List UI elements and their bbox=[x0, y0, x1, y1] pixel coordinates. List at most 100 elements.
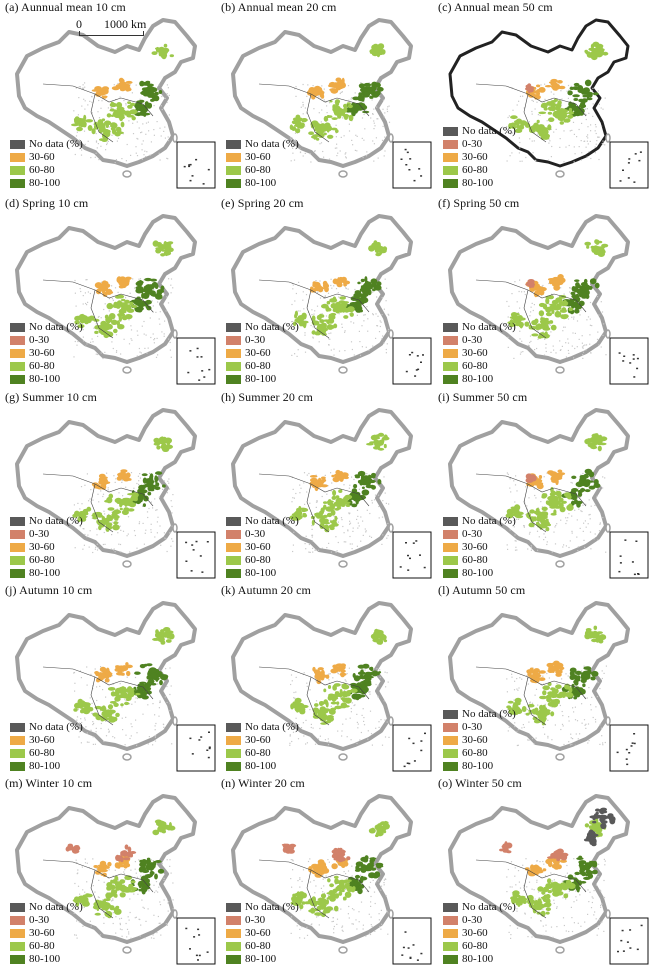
land-speckle bbox=[149, 736, 150, 737]
land-speckle bbox=[380, 320, 381, 321]
class-patch bbox=[94, 331, 98, 334]
land-speckle bbox=[525, 294, 526, 295]
legend-swatch bbox=[226, 736, 241, 745]
legend-item: 80-100 bbox=[226, 760, 299, 773]
land-speckle bbox=[522, 161, 523, 162]
class-patch bbox=[365, 682, 371, 686]
land-speckle bbox=[379, 727, 380, 728]
legend-item: No data (%) bbox=[443, 708, 516, 721]
land-speckle bbox=[304, 672, 305, 673]
land-speckle bbox=[311, 325, 312, 326]
class-patch bbox=[111, 320, 118, 325]
legend-swatch bbox=[443, 375, 458, 384]
land-speckle bbox=[307, 742, 308, 743]
land-speckle bbox=[551, 146, 552, 147]
land-speckle bbox=[581, 140, 582, 141]
land-speckle bbox=[131, 472, 132, 473]
land-speckle bbox=[566, 356, 567, 357]
land-speckle bbox=[164, 321, 165, 322]
land-speckle bbox=[157, 517, 158, 518]
inset-island bbox=[620, 555, 622, 557]
island bbox=[606, 717, 610, 725]
class-patch bbox=[365, 283, 372, 289]
land-speckle bbox=[74, 883, 75, 884]
class-patch bbox=[551, 100, 557, 103]
land-speckle bbox=[155, 729, 156, 730]
land-speckle bbox=[606, 666, 607, 667]
land-speckle bbox=[560, 90, 561, 91]
class-patch bbox=[571, 488, 578, 492]
land-speckle bbox=[555, 352, 556, 353]
land-speckle bbox=[171, 500, 172, 501]
class-patch bbox=[547, 124, 551, 130]
land-speckle bbox=[588, 316, 589, 317]
legend-item: 30-60 bbox=[10, 151, 83, 164]
land-speckle bbox=[73, 110, 74, 111]
land-speckle bbox=[305, 720, 306, 721]
island bbox=[389, 524, 393, 532]
land-speckle bbox=[547, 541, 548, 542]
land-speckle bbox=[104, 352, 105, 353]
land-speckle bbox=[531, 545, 532, 546]
class-patch bbox=[331, 128, 338, 131]
land-speckle bbox=[311, 535, 312, 536]
inset-island bbox=[404, 766, 406, 768]
land-speckle bbox=[151, 502, 152, 503]
land-speckle bbox=[318, 738, 319, 739]
inset-island bbox=[203, 183, 205, 185]
land-speckle bbox=[136, 85, 137, 86]
land-speckle bbox=[345, 719, 346, 720]
land-speckle bbox=[387, 106, 388, 107]
inset-island bbox=[203, 376, 205, 378]
class-patch bbox=[551, 513, 557, 516]
land-speckle bbox=[153, 885, 154, 886]
land-speckle bbox=[125, 735, 126, 736]
land-speckle bbox=[537, 550, 538, 551]
land-speckle bbox=[86, 536, 87, 537]
land-speckle bbox=[372, 292, 373, 293]
land-speckle bbox=[169, 694, 170, 695]
land-speckle bbox=[303, 735, 304, 736]
land-speckle bbox=[106, 473, 107, 474]
land-speckle bbox=[360, 516, 361, 517]
class-patch bbox=[593, 42, 600, 47]
class-patch bbox=[578, 492, 582, 497]
land-speckle bbox=[375, 495, 376, 496]
land-speckle bbox=[351, 711, 352, 712]
land-speckle bbox=[304, 332, 305, 333]
land-speckle bbox=[314, 310, 315, 311]
land-speckle bbox=[531, 550, 532, 551]
land-speckle bbox=[137, 335, 138, 336]
class-patch bbox=[320, 484, 328, 487]
land-speckle bbox=[157, 892, 158, 893]
class-patch bbox=[100, 91, 103, 96]
legend-swatch bbox=[10, 736, 25, 745]
land-speckle bbox=[602, 678, 603, 679]
land-speckle bbox=[340, 150, 341, 151]
land-speckle bbox=[103, 923, 104, 924]
legend-swatch bbox=[443, 179, 458, 188]
land-speckle bbox=[82, 867, 83, 868]
land-speckle bbox=[350, 543, 351, 544]
land-speckle bbox=[587, 697, 588, 698]
land-speckle bbox=[98, 143, 99, 144]
land-speckle bbox=[322, 313, 323, 314]
class-patch bbox=[539, 310, 544, 316]
scale-distance-label: 1000 km bbox=[104, 17, 146, 32]
land-speckle bbox=[342, 526, 343, 527]
land-speckle bbox=[313, 728, 314, 729]
class-patch bbox=[114, 876, 118, 881]
land-speckle bbox=[341, 517, 342, 518]
legend-label: 30-60 bbox=[29, 151, 55, 164]
land-speckle bbox=[556, 129, 557, 130]
class-patch bbox=[145, 81, 150, 84]
land-speckle bbox=[295, 86, 296, 87]
land-speckle bbox=[171, 873, 172, 874]
class-patch bbox=[537, 120, 540, 123]
class-patch bbox=[125, 81, 132, 84]
land-speckle bbox=[328, 338, 329, 339]
land-speckle bbox=[312, 337, 313, 338]
land-speckle bbox=[171, 292, 172, 293]
